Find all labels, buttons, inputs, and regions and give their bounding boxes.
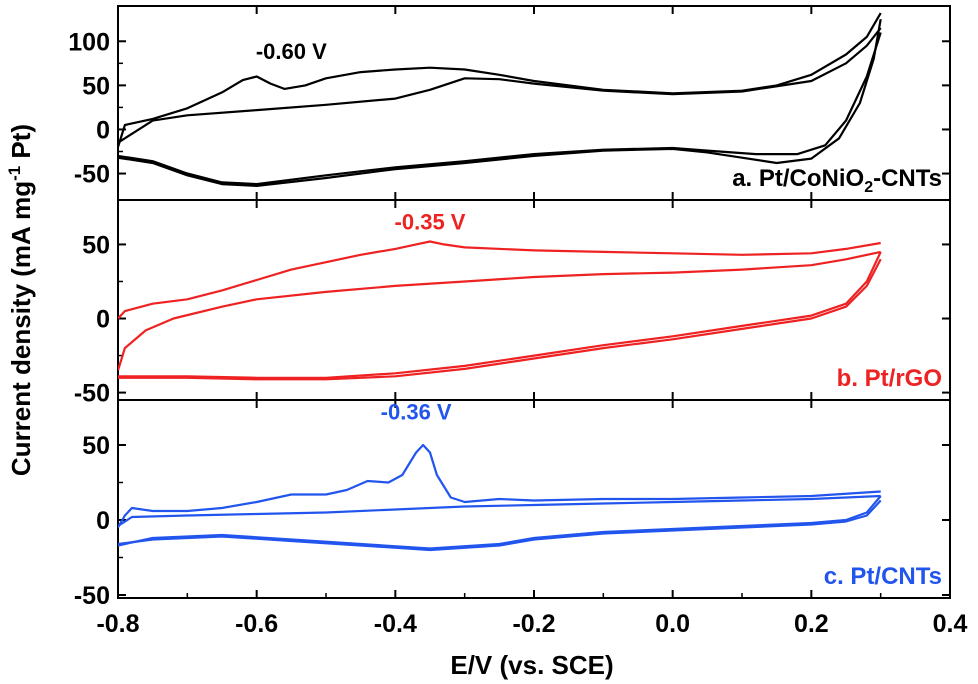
panel-a-y-tick-label: -50 <box>74 161 110 189</box>
panel-b: -50 0 50 -0.35 V b. Pt/rGO <box>74 199 951 408</box>
panel-b-cv-forward <box>118 240 881 320</box>
panel-a: -50 0 50 100 -0.60 V a. Pt/CoNiO2-CNTs <box>68 5 951 201</box>
x-tick-label: 0.4 <box>933 610 968 638</box>
panel-b-cv-reverse2 <box>118 258 882 381</box>
x-tick-label: 0.0 <box>655 610 690 638</box>
panel-a-cv-forward2 <box>118 27 882 144</box>
panel-b-label: b. Pt/rGO <box>837 365 942 392</box>
panel-b-y-tick-label: 50 <box>82 231 110 259</box>
panel-c-curves <box>118 443 882 552</box>
x-tick-label: -0.8 <box>96 610 139 638</box>
panel-c: -50 0 50 -0.36 V c. Pt/CNTs <box>74 399 951 610</box>
x-axis: -0.8 -0.6 -0.4 -0.2 0.0 0.2 0.4 <box>96 593 967 638</box>
panel-b-cv-forward2 <box>118 250 881 371</box>
panel-a-cv-reverse <box>118 19 882 187</box>
panel-c-cv-forward <box>118 443 881 529</box>
panel-a-cv-reverse2 <box>118 32 882 186</box>
x-tick-label: -0.4 <box>374 610 417 638</box>
y-axis-title-main: Current density (mA mg <box>6 181 36 476</box>
panel-c-cv-reverse <box>118 495 882 550</box>
panel-c-y-tick-label: 0 <box>96 507 110 535</box>
y-axis-title: Current density (mA mg-1 Pt) <box>5 124 36 476</box>
panel-b-cv-reverse <box>118 251 882 379</box>
panel-b-y-tick-label: 0 <box>96 306 110 334</box>
x-tick-label: -0.2 <box>512 610 555 638</box>
panel-c-peak-label: -0.36 V <box>381 400 452 425</box>
y-axis-title-sup: -1 <box>5 166 24 181</box>
x-tick-label: 0.2 <box>794 610 829 638</box>
panel-a-curves <box>118 12 882 187</box>
panel-a-label-sub: 2 <box>864 179 873 196</box>
panel-c-label: c. Pt/CNTs <box>824 563 942 590</box>
panel-a-label-end: -CNTs <box>873 165 942 192</box>
y-axis-title-end: Pt) <box>6 124 36 166</box>
panel-c-y-tick-label: 50 <box>82 432 110 460</box>
panel-a-y-tick-label: 0 <box>96 116 110 144</box>
panel-b-y-tick-label: -50 <box>74 380 110 408</box>
panel-c-cv-reverse2 <box>118 499 882 552</box>
panel-a-label-main: a. Pt/CoNiO <box>732 165 864 192</box>
panel-a-peak-label: -0.60 V <box>256 39 327 64</box>
x-tick-label: -0.6 <box>235 610 278 638</box>
panel-a-y-tick-label: 100 <box>68 28 110 56</box>
panel-a-y-tick-label: 50 <box>82 72 110 100</box>
panel-c-cv-forward2 <box>118 494 881 527</box>
panel-b-frame <box>117 199 951 401</box>
panel-c-y-tick-label: -50 <box>74 582 110 610</box>
panel-b-curves <box>118 240 882 381</box>
panel-a-label: a. Pt/CoNiO2-CNTs <box>732 165 942 196</box>
x-axis-title: E/V (vs. SCE) <box>450 650 613 680</box>
panel-b-peak-label: -0.35 V <box>395 210 466 235</box>
